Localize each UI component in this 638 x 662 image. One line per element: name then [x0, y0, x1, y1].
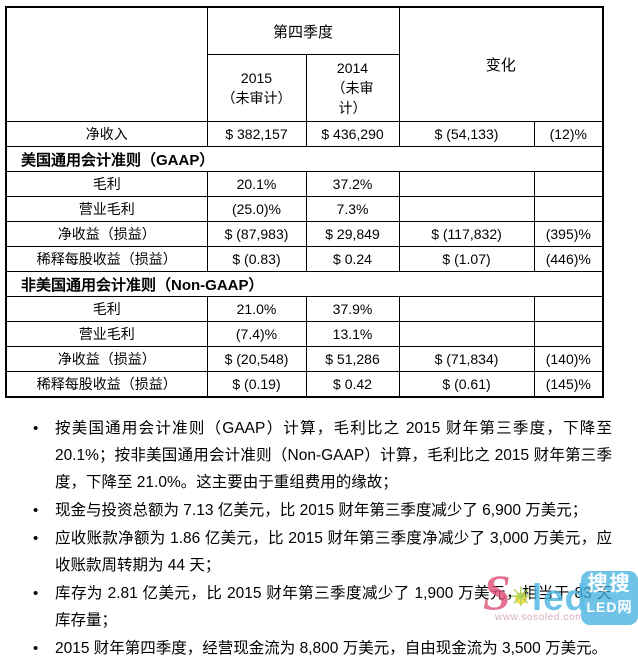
- cell-change-amount: $ (1.07): [398, 246, 535, 272]
- cell-change-amount: [398, 171, 535, 197]
- bullet-icon: •: [33, 420, 39, 437]
- table-header-row-quarter: 第四季度 变化: [5, 6, 604, 122]
- list-item: • 2015 财年第四季度，经营现金流为 8,800 万美元，自由现金流为 3,5…: [28, 635, 612, 662]
- highlights-list: • 按美国通用会计准则（GAAP）计算，毛利比之 2015 财年第三季度，下降至 …: [0, 415, 638, 662]
- cell-change-percent: (395)%: [533, 221, 604, 247]
- cell-change-percent: (446)%: [533, 246, 604, 272]
- cell-change-amount: [398, 296, 535, 322]
- table-row-operating-margin: 营业毛利 (25.0)% 7.3%: [5, 196, 604, 222]
- bullet-icon: •: [33, 640, 39, 657]
- table-row-net-revenue: 净收入 $ 382,157 $ 436,290 $ (54,133) (12)%: [5, 121, 604, 147]
- list-item: • 现金与投资总额为 7.13 亿美元，比 2015 财年第三季度减少了 6,90…: [28, 497, 612, 524]
- bullet-text: 2015 财年第四季度，经营现金流为 8,800 万美元，自由现金流为 3,50…: [55, 640, 608, 657]
- section-row-non-gaap: 非美国通用会计准则（Non-GAAP）: [5, 271, 604, 297]
- bullet-icon: •: [33, 585, 39, 602]
- section-row-gaap: 美国通用会计准则（GAAP）: [5, 146, 604, 172]
- row-label: 营业毛利: [5, 321, 208, 347]
- cell-change-percent: [533, 296, 604, 322]
- list-item: • 按美国通用会计准则（GAAP）计算，毛利比之 2015 财年第三季度，下降至 …: [28, 415, 612, 496]
- table-row-net-income: 净收益（损益） $ (87,983) $ 29,849 $ (117,832) …: [5, 221, 604, 247]
- cell-2014: 13.1%: [305, 321, 400, 347]
- cell-2015: $ (0.83): [206, 246, 307, 272]
- table-row-operating-margin-ng: 营业毛利 (7.4)% 13.1%: [5, 321, 604, 347]
- cell-2015: $ (87,983): [206, 221, 307, 247]
- cell-2015: $ (20,548): [206, 346, 307, 372]
- cell-change-amount: [398, 196, 535, 222]
- row-label: 净收益（损益）: [5, 346, 208, 372]
- cell-2014: $ 0.42: [305, 371, 400, 398]
- table-row-gross-margin: 毛利 20.1% 37.2%: [5, 171, 604, 197]
- bullet-text: 应收账款净额为 1.86 亿美元，比 2015 财年第三季度净减少了 3,000…: [55, 530, 612, 574]
- row-label: 毛利: [5, 296, 208, 322]
- cell-change-amount: [398, 321, 535, 347]
- year-2014-header: 2014 （未审 计）: [305, 54, 400, 122]
- row-label: 毛利: [5, 171, 208, 197]
- table-row-diluted-eps-ng: 稀释每股收益（损益） $ (0.19) $ 0.42 $ (0.61) (145…: [5, 371, 604, 398]
- row-label: 净收益（损益）: [5, 221, 208, 247]
- bullet-text: 现金与投资总额为 7.13 亿美元，比 2015 财年第三季度减少了 6,900…: [55, 502, 588, 519]
- corner-cell: [5, 6, 208, 122]
- cell-2014: $ 0.24: [305, 246, 400, 272]
- bullet-text: 库存为 2.81 亿美元，比 2015 财年第三季度减少了 1,900 万美元，…: [55, 585, 612, 629]
- cell-change-percent: (140)%: [533, 346, 604, 372]
- section-label: 非美国通用会计准则（Non-GAAP）: [5, 271, 604, 297]
- cell-change-amount: $ (0.61): [398, 371, 535, 398]
- cell-2015: 20.1%: [206, 171, 307, 197]
- table-header-row-years: 2015 （未审计） 2014 （未审 计）: [6, 54, 603, 122]
- bullet-text: 按美国通用会计准则（GAAP）计算，毛利比之 2015 财年第三季度，下降至 2…: [55, 420, 612, 491]
- row-label: 净收入: [5, 121, 208, 147]
- cell-2015: $ 382,157: [206, 121, 307, 147]
- cell-2014: 37.9%: [305, 296, 400, 322]
- row-label: 稀释每股收益（损益）: [5, 246, 208, 272]
- bullet-icon: •: [33, 502, 39, 519]
- cell-2014: $ 51,286: [305, 346, 400, 372]
- cell-change-percent: (12)%: [533, 121, 604, 147]
- cell-2014: 7.3%: [305, 196, 400, 222]
- cell-change-percent: (145)%: [533, 371, 604, 398]
- table-row-diluted-eps: 稀释每股收益（损益） $ (0.83) $ 0.24 $ (1.07) (446…: [5, 246, 604, 272]
- row-label: 营业毛利: [5, 196, 208, 222]
- table-row-net-income-ng: 净收益（损益） $ (20,548) $ 51,286 $ (71,834) (…: [5, 346, 604, 372]
- section-label: 美国通用会计准则（GAAP）: [5, 146, 604, 172]
- quarter-header: 第四季度: [206, 6, 400, 55]
- cell-2015: (7.4)%: [206, 321, 307, 347]
- cell-2015: (25.0)%: [206, 196, 307, 222]
- cell-change-amount: $ (71,834): [398, 346, 535, 372]
- table-row-gross-margin-ng: 毛利 21.0% 37.9%: [5, 296, 604, 322]
- cell-change-percent: [533, 321, 604, 347]
- cell-2014: $ 436,290: [305, 121, 400, 147]
- list-item: • 应收账款净额为 1.86 亿美元，比 2015 财年第三季度净减少了 3,00…: [28, 525, 612, 579]
- cell-2015: $ (0.19): [206, 371, 307, 398]
- change-header: 变化: [398, 6, 604, 122]
- financials-table: 第四季度 变化 2015 （未审计） 2014 （未审 计） 净收入 $ 382…: [5, 6, 605, 398]
- bullet-icon: •: [33, 530, 39, 547]
- list-item: • 库存为 2.81 亿美元，比 2015 财年第三季度减少了 1,900 万美元…: [28, 580, 612, 634]
- cell-change-percent: [533, 196, 604, 222]
- cell-change-amount: $ (54,133): [398, 121, 535, 147]
- cell-change-percent: [533, 171, 604, 197]
- cell-2015: 21.0%: [206, 296, 307, 322]
- cell-2014: $ 29,849: [305, 221, 400, 247]
- cell-2014: 37.2%: [305, 171, 400, 197]
- row-label: 稀释每股收益（损益）: [5, 371, 208, 398]
- year-2015-header: 2015 （未审计）: [206, 54, 307, 122]
- cell-change-amount: $ (117,832): [398, 221, 535, 247]
